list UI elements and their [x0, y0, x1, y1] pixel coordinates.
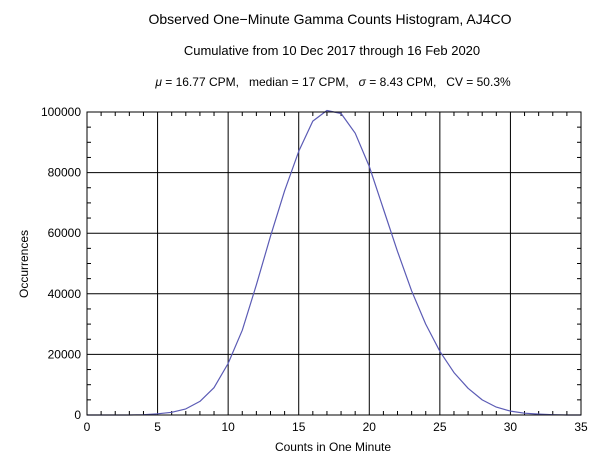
sigma-symbol: σ	[359, 75, 367, 89]
x-tick-label: 5	[154, 420, 161, 434]
y-tick-label: 80000	[48, 166, 82, 180]
x-tick-label: 15	[292, 420, 306, 434]
x-tick-label: 20	[363, 420, 377, 434]
stats-mean-median: = 16.77 CPM, median = 17 CPM,	[162, 75, 359, 89]
y-axis-label: Occurrences	[17, 230, 31, 298]
x-tick-label: 35	[574, 420, 588, 434]
plot-frame	[86, 111, 582, 416]
y-tick-label: 40000	[48, 287, 82, 301]
chart-subtitle: Cumulative from 10 Dec 2017 through 16 F…	[184, 43, 480, 58]
chart-title: Observed One−Minute Gamma Counts Histogr…	[149, 11, 512, 27]
stats-sigma-cv: = 8.43 CPM, CV = 50.3%	[366, 75, 511, 89]
minor-ticks	[87, 112, 581, 415]
mu-symbol: μ	[154, 75, 162, 89]
chart-stats: μ = 16.77 CPM, median = 17 CPM, σ = 8.43…	[154, 75, 511, 89]
x-tick-label: 30	[504, 420, 518, 434]
x-tick-label: 10	[221, 420, 235, 434]
y-tick-label: 20000	[48, 347, 82, 361]
y-tick-label: 100000	[41, 105, 81, 119]
x-axis-label: Counts in One Minute	[275, 440, 391, 454]
y-tick-label: 60000	[48, 226, 82, 240]
x-tick-label: 25	[433, 420, 447, 434]
y-tick-label: 0	[74, 408, 81, 422]
x-tick-labels: 0 5 10 15 20 25 30 35	[84, 420, 588, 434]
y-tick-labels: 0 20000 40000 60000 80000 100000	[41, 105, 81, 422]
x-tick-label: 0	[84, 420, 91, 434]
